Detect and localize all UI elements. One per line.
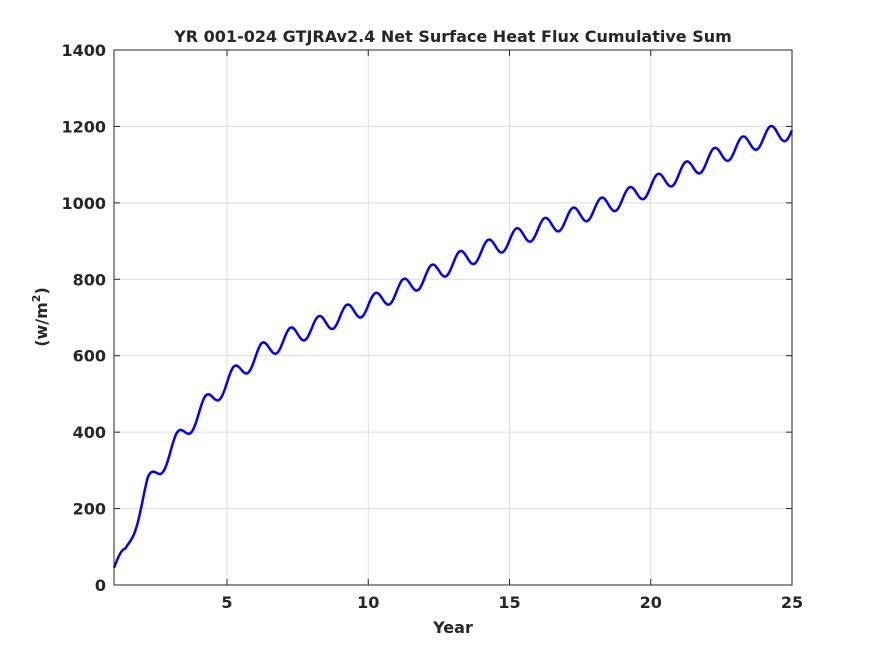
chart-title: YR 001-024 GTJRAv2.4 Net Surface Heat Fl… bbox=[173, 27, 732, 46]
x-axis-ticks: 5 10 15 20 25 bbox=[221, 50, 803, 612]
x-axis-label: Year bbox=[432, 618, 473, 637]
x-tick-label: 10 bbox=[357, 593, 379, 612]
y-axis-label-superscript: 2 bbox=[30, 295, 43, 303]
y-tick-label: 800 bbox=[73, 270, 106, 289]
y-tick-label: 1000 bbox=[61, 194, 106, 213]
plot-area-background bbox=[114, 50, 792, 585]
y-tick-label: 200 bbox=[73, 500, 106, 519]
y-tick-label: 600 bbox=[73, 347, 106, 366]
series-layer bbox=[112, 124, 794, 569]
grid bbox=[114, 49, 793, 586]
y-axis-label-base: (w/m bbox=[32, 302, 51, 347]
y-axis-ticks: 0 200 400 600 800 1000 1200 1400 bbox=[61, 41, 792, 595]
x-tick-label: 15 bbox=[498, 593, 520, 612]
y-tick-label: 1200 bbox=[61, 117, 106, 136]
x-tick-label: 25 bbox=[781, 593, 803, 612]
x-tick-label: 20 bbox=[640, 593, 662, 612]
series-line bbox=[112, 124, 794, 569]
y-axis-label-end: ) bbox=[32, 287, 51, 294]
x-tick-label: 5 bbox=[221, 593, 232, 612]
y-axis-label: (w/m2) bbox=[30, 287, 51, 347]
y-tick-label: 0 bbox=[95, 576, 106, 595]
y-tick-label: 1400 bbox=[61, 41, 106, 60]
y-tick-label: 400 bbox=[73, 423, 106, 442]
plot-area-frame bbox=[113, 49, 793, 586]
